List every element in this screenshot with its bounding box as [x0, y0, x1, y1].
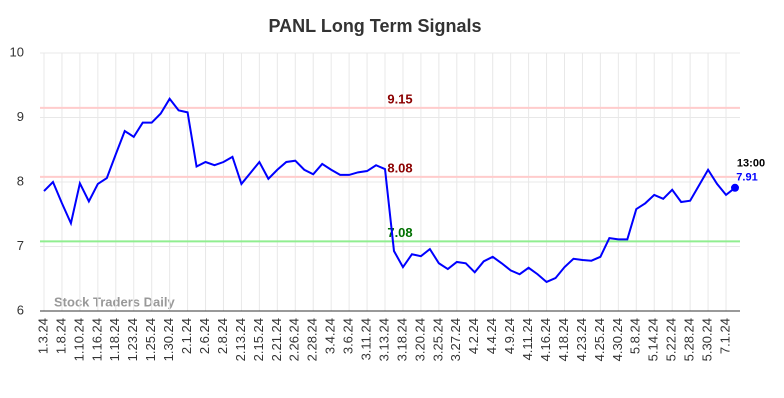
x-tick-label: 4.4.24	[484, 318, 499, 354]
x-tick-label: 5.22.24	[664, 318, 679, 361]
x-tick-label: 1.23.24	[125, 318, 140, 361]
level-label: 8.08	[387, 160, 412, 175]
line	[43, 97, 736, 284]
x-tick-label: 1.25.24	[143, 318, 158, 361]
last-time: 13:00	[737, 158, 765, 170]
x-tick-label: 2.8.24	[215, 318, 230, 354]
x-tick-label: 4.9.24	[502, 318, 517, 354]
x-tick-label: 4.2.24	[466, 318, 481, 354]
x-tick-label: 3.11.24	[359, 318, 374, 360]
x-tick-label: 2.13.24	[233, 318, 248, 361]
x-tick-label: 5.14.24	[646, 318, 661, 361]
x-tick-label: 2.15.24	[251, 318, 266, 361]
level-label: 7.08	[387, 225, 412, 240]
x-tick-label: 4.23.24	[574, 318, 589, 361]
y-tick-label: 9	[17, 109, 24, 124]
chart-title: PANL Long Term Signals	[268, 16, 481, 36]
x-tick-label: 5.30.24	[700, 318, 715, 361]
x-tick-label: 1.3.24	[35, 318, 50, 354]
x-tick-label: 4.30.24	[610, 318, 625, 361]
x-tick-label: 1.16.24	[89, 318, 104, 361]
x-tick-label: 1.30.24	[161, 318, 176, 361]
x-tick-label: 3.25.24	[430, 318, 445, 361]
x-tick-label: 2.28.24	[305, 318, 320, 361]
x-tick-label: 2.26.24	[287, 318, 302, 361]
x-tick-label: 5.8.24	[628, 318, 643, 354]
x-tick-label: 1.18.24	[107, 318, 122, 361]
last-point	[731, 183, 739, 192]
x-tick-label: 3.13.24	[376, 318, 391, 361]
x-tick-label: 3.6.24	[341, 318, 356, 354]
x-tick-label: 2.1.24	[179, 318, 194, 354]
y-tick-label: 7	[17, 238, 24, 253]
watermark: Stock Traders Daily	[54, 294, 175, 309]
y-tick-label: 10	[10, 44, 24, 59]
x-tick-label: 3.20.24	[412, 318, 427, 361]
last-value: 7.91	[736, 172, 757, 184]
x-tick-label: 4.18.24	[556, 318, 571, 361]
y-tick-label: 8	[17, 173, 24, 188]
x-tick-label: 3.4.24	[323, 318, 338, 354]
level-label: 9.15	[387, 91, 412, 106]
x-tick-label: 5.28.24	[682, 318, 697, 361]
x-tick-label: 7.1.24	[717, 318, 732, 354]
x-tick-label: 4.11.24	[520, 318, 535, 360]
x-tick-label: 4.16.24	[538, 318, 553, 361]
x-tick-label: 3.18.24	[394, 318, 409, 361]
x-tick-label: 1.10.24	[71, 318, 86, 361]
x-tick-label: 2.21.24	[269, 318, 284, 361]
x-tick-label: 3.27.24	[448, 318, 463, 361]
x-tick-label: 4.25.24	[592, 318, 607, 361]
x-tick-label: 2.6.24	[197, 318, 212, 354]
y-tick-label: 6	[17, 302, 24, 317]
x-tick-label: 1.8.24	[53, 318, 68, 354]
